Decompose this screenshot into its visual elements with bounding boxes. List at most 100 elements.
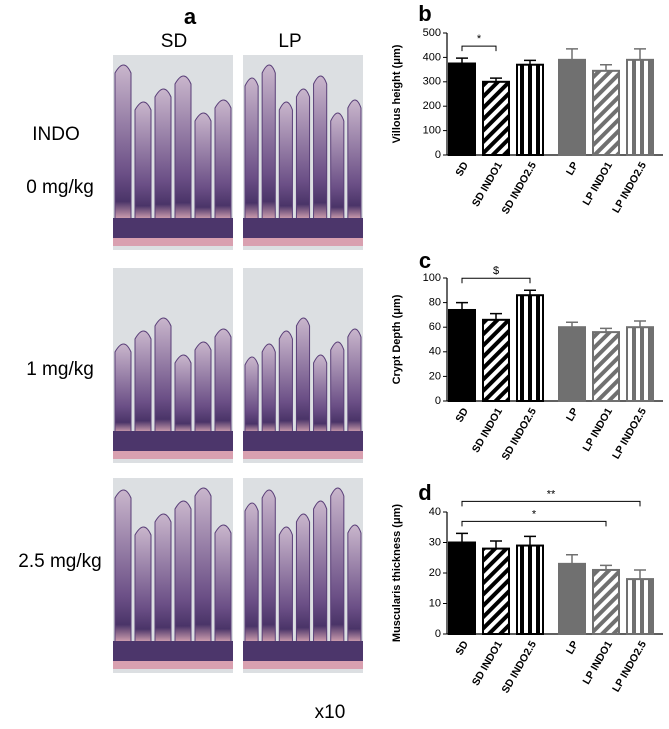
error-bar [634,320,646,328]
y-tick-label: 0 [435,395,441,407]
panel-letter: b [418,1,431,26]
row-label: 0 mg/kg [26,177,94,198]
villus [295,88,311,221]
villus [214,99,232,221]
villus [347,99,362,221]
muscularis [113,218,233,240]
bar [482,80,510,156]
magnification: x10 [315,702,346,723]
x-tick-label: SD [453,160,471,179]
error-bar [600,63,612,71]
bar [558,58,586,157]
villus [154,88,172,221]
significance-bracket [461,45,497,52]
error-bar [524,59,536,65]
muscularis [113,431,233,453]
villus [134,101,152,221]
serosa [113,661,233,669]
muscularis [243,641,363,663]
x-tick-label: SD INDO1 [470,639,505,688]
x-tick-label: LP [564,160,581,178]
significance-label: $ [493,265,499,277]
villus [244,77,259,221]
micrograph [113,478,233,673]
villus [278,526,293,644]
bar [626,326,654,403]
error-bar [490,540,502,549]
bar [558,326,586,403]
villus [174,354,192,434]
panel-letter: d [418,480,431,505]
x-tick-label: SD INDO1 [470,160,505,209]
villus [295,317,311,434]
y-tick-label: 100 [423,125,441,137]
villus [194,112,212,221]
y-tick-label: 10 [429,597,441,609]
villus [347,524,362,644]
column-label: LP [278,31,301,52]
bar [482,318,510,403]
villus [174,75,192,221]
y-tick-label: 20 [429,370,441,382]
significance-bracket [461,520,607,527]
x-tick-label: SD INDO2.5 [499,160,539,217]
y-axis-label: Villous height (μm) [391,44,403,143]
y-axis-label: Crypt Depth (μm) [391,294,403,384]
error-bar [524,535,536,546]
villus [261,343,276,434]
villus [214,524,232,644]
villus [278,330,293,434]
y-tick-label: 20 [429,567,441,579]
x-tick-label: LP INDO1 [580,160,615,208]
treatment-label: INDO [32,124,80,145]
y-tick-label: 400 [423,51,441,63]
bar [448,541,476,635]
villus [194,487,212,644]
villus [313,75,328,221]
x-tick-label: SD INDO2.5 [499,406,539,463]
bar [482,547,510,635]
y-tick-label: 0 [435,628,441,640]
y-axis-label: Muscularis thickness (μm) [391,504,403,642]
x-tick-label: LP [564,639,581,657]
bar [626,58,654,157]
villus [313,354,328,434]
villus [214,328,232,434]
villus [194,341,212,434]
x-tick-label: LP INDO1 [580,406,615,454]
y-tick-label: 500 [423,27,441,39]
villus [114,64,132,221]
error-bar [524,289,536,296]
bar [592,69,620,156]
y-tick-label: 80 [429,297,441,309]
bar [516,294,544,402]
x-tick-label: LP INDO2.5 [610,639,649,694]
villus [278,101,293,221]
row-label: 1 mg/kg [26,359,94,380]
row-label: 2.5 mg/kg [18,551,101,572]
y-tick-label: 0 [435,149,441,161]
y-tick-label: 300 [423,76,441,88]
y-tick-label: 40 [429,506,441,518]
error-bar [456,57,468,64]
x-tick-label: SD INDO2.5 [499,639,539,696]
bar [448,308,476,403]
serosa [243,238,363,246]
villus [244,356,259,434]
error-bar [566,48,578,60]
bar [448,62,476,156]
significance-label: * [477,33,482,45]
bar [592,331,620,402]
y-tick-label: 100 [423,272,441,284]
micrograph [113,268,233,463]
x-tick-label: SD INDO1 [470,406,505,455]
villus [154,317,172,434]
error-bar [456,301,468,310]
x-tick-label: LP INDO2.5 [610,160,649,215]
panel-letter: a [184,4,197,29]
significance-label: * [532,508,537,520]
significance-label: ** [547,488,556,500]
x-tick-label: SD [453,639,471,658]
x-tick-label: LP INDO2.5 [610,406,649,461]
villus [244,502,259,644]
